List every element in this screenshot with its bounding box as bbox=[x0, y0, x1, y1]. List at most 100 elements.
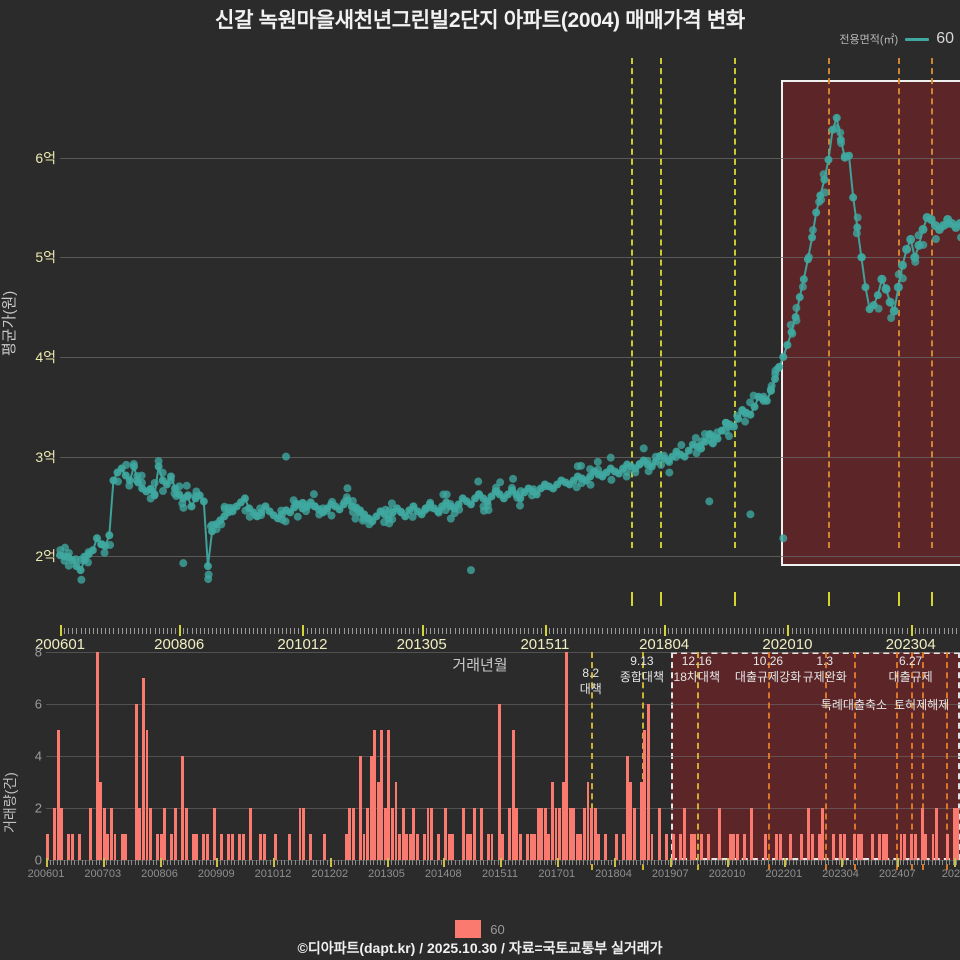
volume-x-tick-label: 201511 bbox=[482, 868, 518, 880]
volume-x-minor-tick bbox=[99, 860, 101, 865]
price-x-minor-tick bbox=[701, 628, 703, 634]
volume-bar bbox=[490, 834, 494, 860]
volume-x-minor-tick bbox=[871, 860, 873, 865]
volume-x-minor-tick bbox=[924, 860, 926, 865]
price-x-minor-tick bbox=[121, 628, 123, 634]
volume-bar bbox=[422, 834, 426, 860]
policy-annotation: 10.26 대출규제강화 bbox=[735, 654, 801, 685]
volume-bar bbox=[497, 704, 501, 860]
volume-x-minor-tick bbox=[230, 860, 232, 865]
volume-x-minor-tick bbox=[831, 860, 833, 865]
volume-bar bbox=[67, 834, 71, 860]
price-x-minor-tick bbox=[314, 628, 316, 634]
price-x-minor-tick bbox=[376, 628, 378, 634]
volume-x-minor-tick bbox=[198, 860, 200, 865]
volume-x-minor-tick bbox=[732, 860, 734, 865]
volume-bar bbox=[718, 808, 722, 860]
price-x-minor-tick bbox=[425, 628, 427, 634]
price-x-minor-tick bbox=[483, 628, 485, 634]
price-x-minor-tick bbox=[849, 628, 851, 634]
price-x-minor-tick bbox=[351, 628, 353, 634]
price-x-minor-tick bbox=[647, 628, 649, 634]
volume-x-major-tick bbox=[727, 858, 729, 867]
price-gridline bbox=[60, 456, 960, 458]
volume-x-minor-tick bbox=[166, 860, 168, 865]
price-x-minor-tick bbox=[918, 628, 920, 634]
volume-x-minor-tick bbox=[74, 860, 76, 865]
price-x-minor-tick bbox=[417, 628, 419, 634]
price-x-minor-tick bbox=[249, 628, 251, 634]
volume-x-minor-tick bbox=[138, 860, 140, 865]
price-x-minor-tick bbox=[561, 628, 563, 634]
volume-bar bbox=[529, 834, 533, 860]
volume-x-minor-tick bbox=[412, 860, 414, 865]
price-x-minor-tick bbox=[96, 628, 98, 634]
price-y-tick-label: 3억 bbox=[35, 448, 56, 465]
price-policy-line bbox=[828, 58, 831, 548]
price-x-minor-tick bbox=[433, 628, 435, 634]
price-x-minor-tick bbox=[758, 628, 760, 634]
price-policy-tick bbox=[733, 592, 736, 606]
volume-bar bbox=[693, 834, 697, 860]
price-x-minor-tick bbox=[220, 628, 222, 634]
volume-bar bbox=[259, 834, 263, 860]
volume-bar bbox=[899, 834, 903, 860]
policy-annotation: 12.16 18차대책 bbox=[674, 654, 720, 685]
volume-x-minor-tick bbox=[828, 860, 830, 865]
price-x-minor-tick bbox=[150, 628, 152, 634]
price-x-minor-tick bbox=[458, 628, 460, 634]
volume-bar bbox=[913, 834, 917, 860]
volume-bar bbox=[551, 782, 554, 860]
volume-x-minor-tick bbox=[515, 860, 517, 865]
price-x-minor-tick bbox=[265, 628, 267, 634]
volume-bar bbox=[134, 704, 138, 860]
volume-bar bbox=[462, 808, 465, 860]
volume-x-minor-tick bbox=[191, 860, 193, 865]
volume-x-minor-tick bbox=[149, 860, 151, 865]
price-x-minor-tick bbox=[623, 628, 624, 634]
price-x-tick-label: 201804 bbox=[639, 636, 690, 653]
volume-x-minor-tick bbox=[657, 860, 659, 865]
volume-x-minor-tick bbox=[885, 860, 887, 865]
volume-bar bbox=[735, 834, 739, 860]
volume-x-minor-tick bbox=[316, 860, 318, 865]
annotation-text: 특례대출축소 bbox=[820, 698, 888, 712]
volume-x-minor-tick bbox=[213, 860, 215, 865]
price-x-minor-tick bbox=[532, 628, 534, 634]
price-x-minor-tick bbox=[898, 628, 900, 634]
volume-x-minor-tick bbox=[508, 860, 510, 865]
price-x-minor-tick bbox=[138, 628, 140, 634]
volume-x-minor-tick bbox=[95, 860, 97, 865]
volume-bar bbox=[871, 834, 874, 860]
price-x-minor-tick bbox=[68, 628, 70, 634]
price-x-minor-tick bbox=[191, 628, 193, 634]
price-x-minor-tick bbox=[183, 628, 185, 634]
volume-gridline bbox=[46, 808, 960, 809]
price-x-minor-tick bbox=[890, 628, 892, 634]
volume-bar bbox=[309, 834, 313, 860]
price-x-minor-tick bbox=[355, 628, 357, 634]
volume-bar bbox=[366, 808, 369, 860]
volume-policy-line bbox=[824, 652, 827, 870]
volume-bar bbox=[465, 834, 469, 860]
volume-x-minor-tick bbox=[209, 860, 211, 865]
volume-x-minor-tick bbox=[234, 860, 236, 865]
price-x-minor-tick bbox=[154, 628, 156, 634]
volume-x-minor-tick bbox=[270, 860, 272, 865]
price-x-minor-tick bbox=[195, 628, 197, 634]
volume-x-minor-tick bbox=[85, 860, 87, 865]
volume-x-minor-tick bbox=[408, 860, 410, 865]
volume-x-minor-tick bbox=[643, 860, 645, 865]
price-x-minor-tick bbox=[113, 628, 115, 634]
volume-x-minor-tick bbox=[554, 860, 556, 865]
volume-policy-line bbox=[921, 652, 924, 870]
price-x-minor-tick bbox=[388, 628, 390, 634]
volume-bar bbox=[184, 808, 188, 860]
volume-bar bbox=[170, 834, 174, 860]
volume-x-tick-label: 200806 bbox=[141, 868, 178, 880]
volume-x-tick-label: 201804 bbox=[595, 868, 632, 880]
volume-x-tick-label: 201202 bbox=[311, 868, 349, 880]
policy-annotation: 1.3 규제완화 bbox=[803, 654, 847, 685]
price-x-minor-tick bbox=[323, 628, 324, 634]
volume-bar bbox=[53, 808, 57, 860]
